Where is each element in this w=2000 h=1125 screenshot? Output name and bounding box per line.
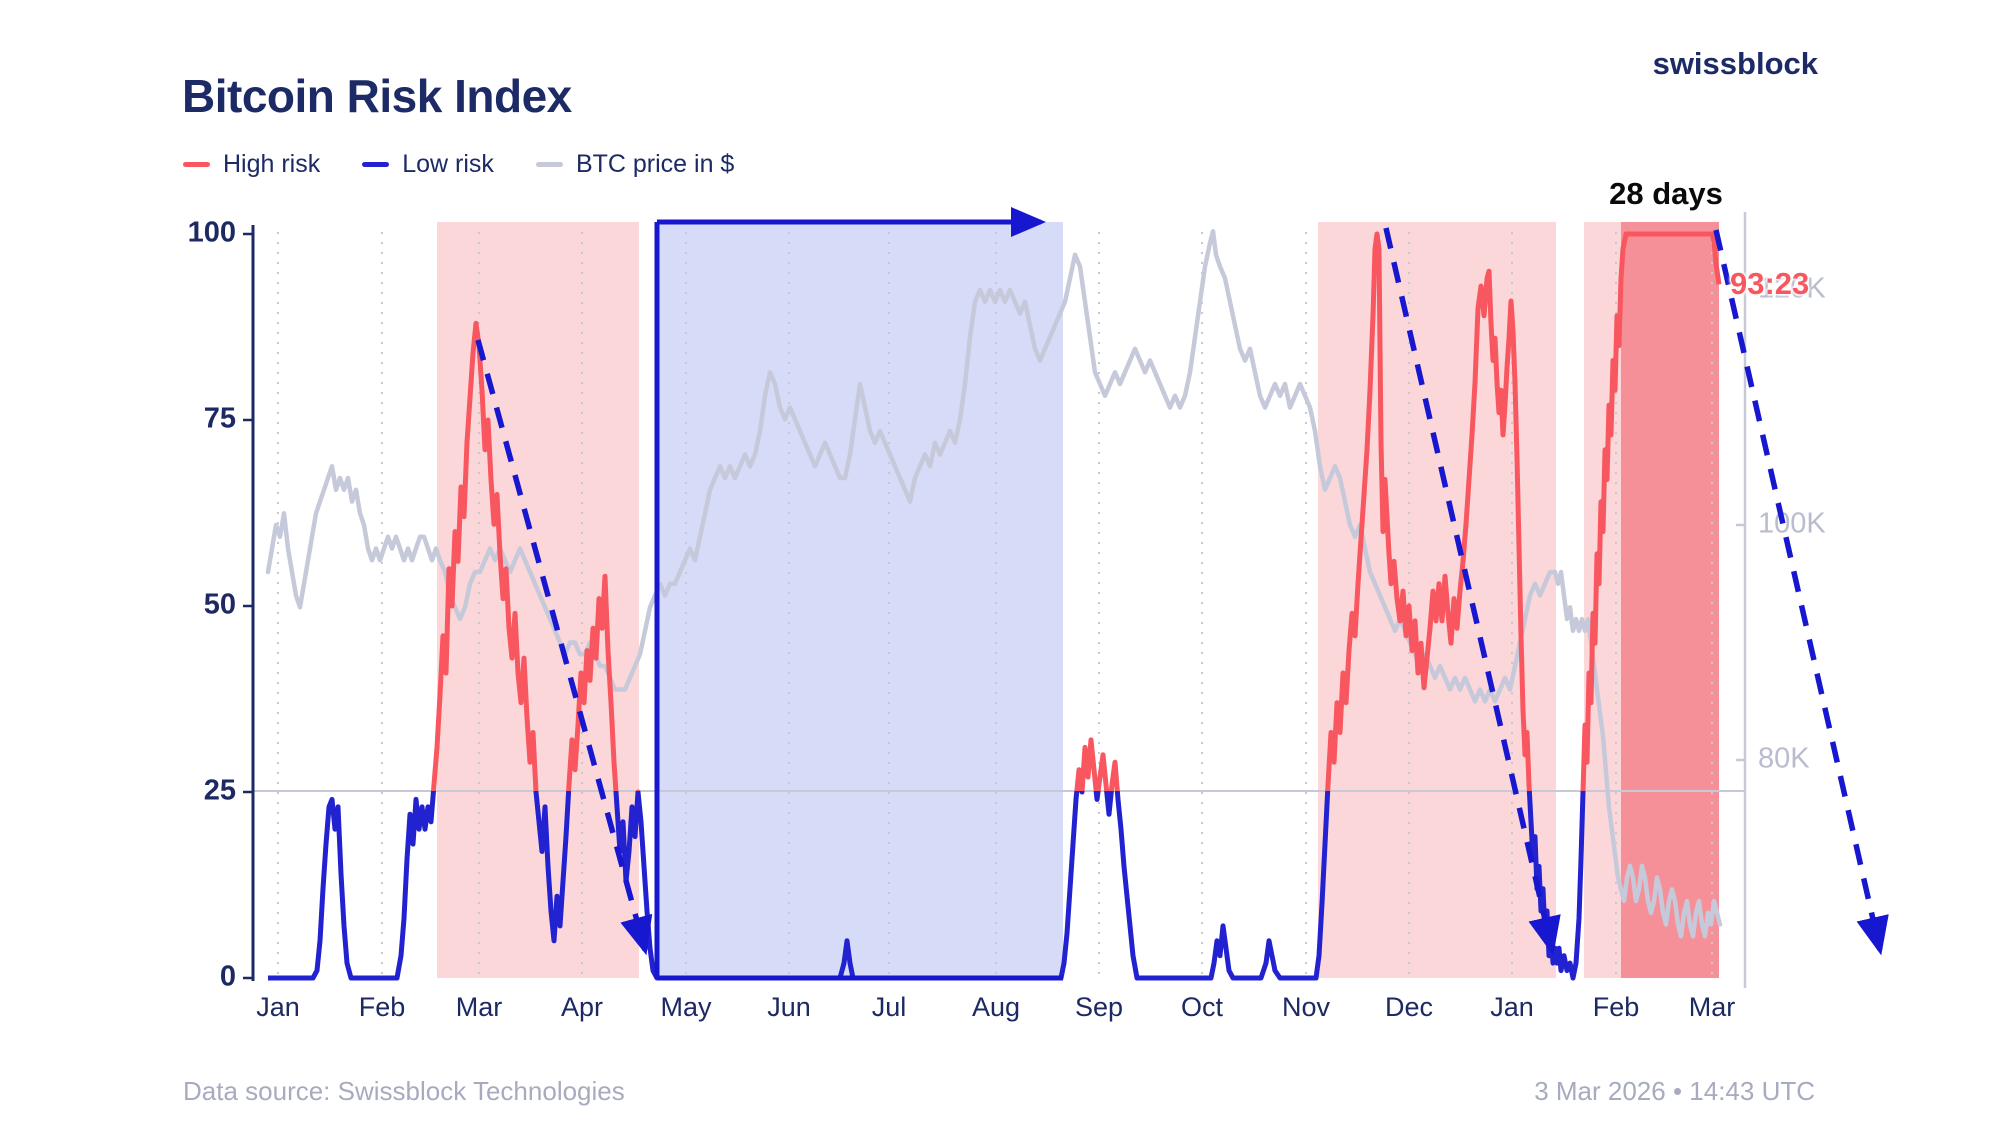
x-axis-month-label: Aug: [972, 992, 1020, 1022]
zone-active_zone: [1621, 222, 1719, 978]
x-axis-month-label: Feb: [359, 992, 406, 1022]
x-axis-month-label: Jul: [872, 992, 907, 1022]
zone-low_risk_zone: [657, 222, 1063, 978]
current-risk-value-badge: 93:23: [1730, 266, 1810, 301]
projection-arrow: [1713, 229, 1889, 956]
legend-item-low-risk: Low risk: [362, 150, 494, 179]
data-source-label: Data source: Swissblock Technologies: [183, 1076, 625, 1106]
left-axis-label: 25: [204, 775, 236, 807]
legend-label: BTC price in $: [575, 150, 735, 178]
projection-arrows: [475, 227, 1889, 956]
x-axis-month-label: Sep: [1075, 992, 1123, 1022]
x-axis-month-label: Jun: [767, 992, 811, 1022]
high-risk-polyline: [430, 231, 1722, 791]
low-risk-window: [654, 207, 1063, 981]
swissblock-logo: swissblock: [1652, 46, 1818, 81]
legend-label: High risk: [223, 150, 321, 178]
x-axis-month-label: Dec: [1385, 992, 1433, 1022]
legend-item-btc-price: BTC price in $: [535, 150, 735, 179]
projection-arrow: [1383, 227, 1561, 956]
btc-price-polyline: [265, 229, 1723, 939]
left-axis-label: 75: [204, 403, 236, 435]
days-annotation: 28 days: [1609, 176, 1723, 211]
x-axis-month-label: Oct: [1181, 992, 1224, 1022]
projection-arrow: [475, 339, 653, 956]
low-risk-dash-icon: [362, 162, 390, 167]
x-axis-month-label: Jan: [1490, 992, 1534, 1022]
right-axis: 120K 100K 80K: [1736, 212, 1826, 988]
page-title: Bitcoin Risk Index: [182, 69, 572, 122]
legend-label: Low risk: [402, 150, 494, 178]
btc-price-line: [265, 229, 1723, 939]
left-axis-label: 0: [220, 961, 236, 993]
x-axis-month-label: Mar: [456, 992, 503, 1022]
x-axis-month-label: Nov: [1282, 992, 1331, 1022]
x-axis-month-label: Apr: [561, 992, 603, 1022]
chart-legend: High risk Low risk BTC price in $: [183, 150, 734, 179]
right-axis-label: 100K: [1758, 508, 1826, 540]
x-axis-month-label: Mar: [1689, 992, 1736, 1022]
month-gridlines: [277, 232, 1713, 976]
left-axis: 0 25 50 75 100: [188, 217, 255, 993]
right-axis-label: 80K: [1758, 743, 1810, 775]
left-axis-label: 50: [204, 589, 236, 621]
low-risk-polyline: [268, 791, 1586, 981]
timestamp-label: 3 Mar 2026 • 14:43 UTC: [1534, 1076, 1815, 1106]
x-axis-month-label: May: [660, 992, 712, 1022]
x-axis-month-label: Feb: [1593, 992, 1640, 1022]
high-risk-dash-icon: [183, 162, 210, 167]
x-axis-month-label: Jan: [256, 992, 300, 1022]
legend-item-high-risk: High risk: [183, 150, 320, 179]
x-axis-labels: Jan Feb Mar Apr May Jun Jul Aug Sep Oct Nov Dec Jan F…: [256, 992, 1735, 1022]
btc-price-dash-icon: [535, 162, 563, 167]
right-axis-label: 120K: [1758, 273, 1826, 305]
left-axis-label: 100: [188, 217, 236, 249]
risk-line: [268, 231, 1722, 981]
